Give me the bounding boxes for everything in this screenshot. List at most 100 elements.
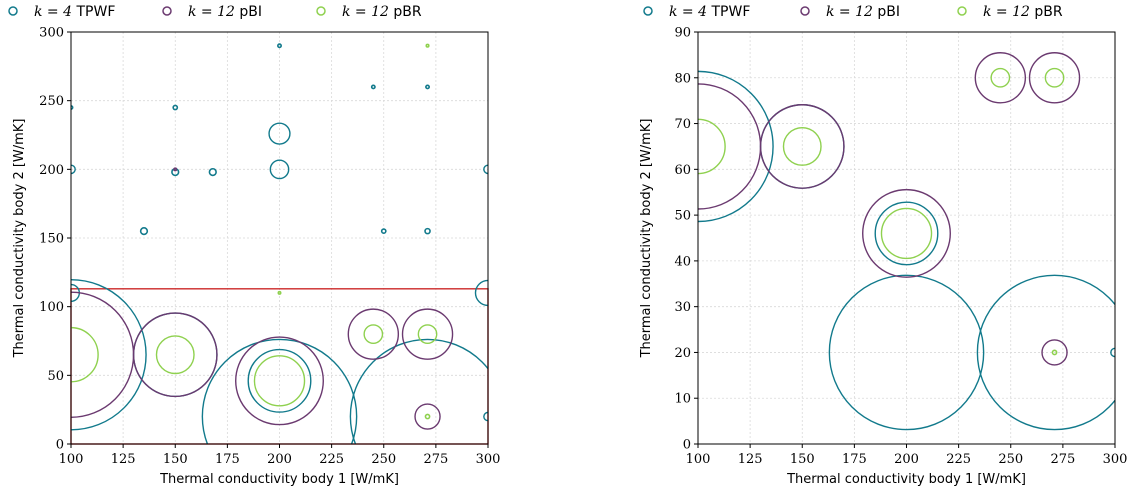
legend-item-TPWF: k = 4 TPWF [643,4,750,20]
legend-marker [957,6,967,16]
point-TPWF [268,122,291,145]
x-tick-label: 125 [111,452,136,467]
x-tick-label: 225 [319,452,344,467]
x-tick-label: 175 [215,452,240,467]
y-axis-label: Thermal conductivity body 2 [W/mK] [639,119,654,359]
grid [697,31,1116,445]
x-tick-label: 250 [998,452,1023,467]
series-pBI [698,52,1081,366]
chart-left: 100 125 150 175 200 225 250 275 300 0 50 100 150 200 2… [12,26,501,488]
legend-label: k = 12 pBR [342,4,422,20]
point-pBI [173,167,178,172]
point-TPWF [349,338,488,444]
y-tick-label: 0 [683,438,691,453]
point-pBR [424,413,431,420]
point-pBR [71,326,99,383]
point-TPWF [370,84,376,90]
legend-marker [162,6,172,16]
legend-marker [800,6,810,16]
x-tick-label: 175 [842,452,867,467]
point-TPWF [139,226,149,236]
x-tick-label: 225 [946,452,971,467]
y-tick-label: 200 [39,163,64,178]
point-TPWF [425,84,431,90]
legend-item-pBI: k = 12 pBI [162,4,262,20]
chart-right: 100 125 150 175 200 225 250 275 300 0 10 20 30 40 50 60… [639,26,1128,488]
y-tick-label: 300 [39,26,64,41]
legend-label: k = 4 TPWF [669,4,750,20]
legend-item-pBR: k = 12 pBR [957,4,1063,20]
y-tick-label: 30 [674,300,691,315]
grid [70,31,489,445]
x-tick-label: 300 [1103,452,1128,467]
legend-label: k = 12 pBI [826,4,900,20]
point-pBR [782,126,822,166]
legend-label: k = 12 pBI [188,4,262,20]
y-tick-label: 90 [674,26,691,41]
point-pBR [880,207,933,260]
point-pBR [155,335,195,375]
x-tick-label: 275 [423,452,448,467]
x-tick-label: 300 [476,452,501,467]
legend-right: k = 4 TPWF k = 12 pBI k = 12 pBR [643,4,1063,20]
series-TPWF [698,70,1115,431]
point-TPWF [698,70,774,223]
point-TPWF [71,278,147,431]
point-pBR [1051,349,1058,356]
y-tick-label: 0 [56,438,64,453]
legend-label: k = 12 pBR [983,4,1063,20]
plot-area [698,52,1115,431]
point-TPWF [976,274,1115,431]
point-TPWF [247,348,312,413]
x-tick-label: 250 [371,452,396,467]
y-tick-label: 50 [47,369,64,384]
x-tick-label: 200 [894,452,919,467]
series-pBI [71,167,454,430]
point-TPWF [828,274,985,431]
legend-item-pBI: k = 12 pBI [800,4,900,20]
x-tick-label: 275 [1050,452,1075,467]
point-pBR [425,43,430,48]
point-TPWF [269,159,290,180]
legend-item-pBR: k = 12 pBR [316,4,422,20]
x-tick-label: 100 [686,452,711,467]
point-pBI [759,104,845,189]
x-tick-label: 200 [267,452,292,467]
point-TPWF [380,228,387,235]
x-tick-label: 150 [790,452,815,467]
y-tick-label: 150 [39,232,64,247]
y-tick-label: 10 [674,392,691,407]
point-pBI [414,403,441,430]
y-tick-label: 40 [674,254,691,269]
series-pBR [698,67,1065,356]
series-TPWF [71,43,488,444]
point-pBI [347,308,400,360]
point-pBI [401,308,454,360]
point-pBI [1041,339,1068,366]
point-pBI [974,52,1027,104]
legend-label: k = 4 TPWF [34,4,115,20]
point-pBI [1028,52,1081,104]
point-TPWF [208,167,217,177]
point-pBR [277,290,282,295]
plot-area [71,43,488,444]
legend-left: k = 4 TPWF k = 12 pBI k = 12 pBR [8,4,422,20]
point-pBR [417,324,438,345]
series-pBR [71,43,438,420]
y-tick-label: 50 [674,209,691,224]
y-tick-label: 70 [674,117,691,132]
point-TPWF [277,43,282,49]
y-tick-label: 60 [674,163,691,178]
point-pBI [862,188,951,278]
x-tick-label: 125 [738,452,763,467]
x-axis-label: Thermal conductivity body 1 [W/mK] [786,472,1026,487]
x-tick-label: 100 [59,452,84,467]
point-pBR [1044,67,1065,88]
point-pBR [253,355,306,407]
y-tick-label: 20 [674,346,691,361]
point-pBR [363,324,384,345]
y-tick-label: 80 [674,71,691,86]
x-tick-label: 150 [163,452,188,467]
y-tick-label: 100 [39,300,64,315]
